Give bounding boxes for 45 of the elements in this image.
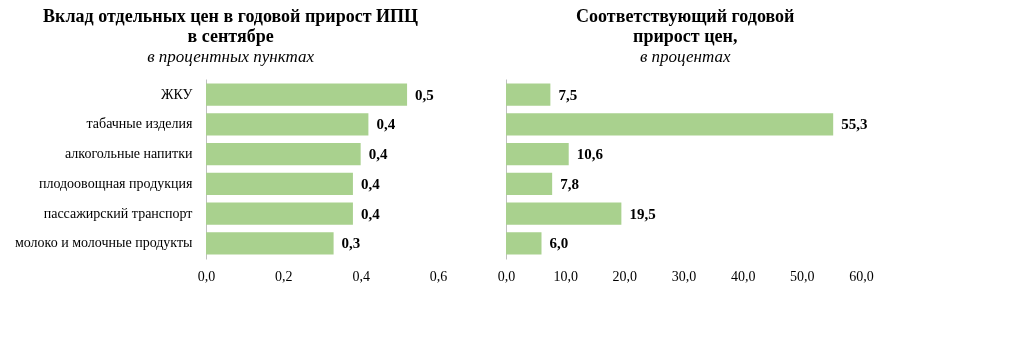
bar xyxy=(506,202,622,225)
bar xyxy=(206,142,361,166)
data-label: 7,8 xyxy=(560,175,579,192)
data-label: 19,5 xyxy=(629,205,656,222)
data-label: 55,3 xyxy=(841,116,868,133)
data-label: 0,4 xyxy=(360,205,381,222)
y-tick-label: ЖКУ xyxy=(160,86,193,102)
data-label: 0,5 xyxy=(415,86,434,103)
y-tick-label: пассажирский транспорт xyxy=(43,205,193,221)
y-tick-label: молоко и молочные продукты xyxy=(14,235,194,251)
data-label: 0,4 xyxy=(360,175,381,192)
bar xyxy=(206,113,369,136)
x-tick-label: 60,0 xyxy=(849,268,874,284)
y-tick-label: табачные изделия xyxy=(86,116,194,132)
data-label: 10,6 xyxy=(576,146,604,163)
x-tick-label: 0,0 xyxy=(497,268,516,284)
bar xyxy=(206,232,334,255)
x-tick-label: 40,0 xyxy=(730,268,756,284)
chart-subtitle: в процентах xyxy=(639,47,731,66)
data-label: 6,0 xyxy=(549,235,569,252)
x-tick-label: 0,6 xyxy=(429,268,448,284)
y-tick-label: алкогольные напитки xyxy=(64,146,193,162)
x-tick-label: 50,0 xyxy=(790,268,815,284)
data-label: 0,4 xyxy=(368,146,388,163)
chart-title: Соответствующий годовой прирост цен, xyxy=(576,6,795,46)
bar xyxy=(506,83,551,106)
x-tick-label: 20,0 xyxy=(612,268,638,284)
x-tick-label: 30,0 xyxy=(671,268,697,284)
x-tick-label: 0,4 xyxy=(352,268,370,284)
chart-subtitle: в процентных пунктах xyxy=(147,47,315,66)
x-tick-label: 0,2 xyxy=(275,268,293,284)
bar xyxy=(206,202,353,225)
bar xyxy=(506,232,542,255)
bar xyxy=(206,83,408,106)
data-label: 0,4 xyxy=(376,116,396,133)
data-label: 7,5 xyxy=(558,86,578,103)
chart-title: Вклад отдельных цен в годовой прирост ИПЦ в сентябре xyxy=(43,6,419,46)
y-tick-label: плодоовощная продукция xyxy=(38,175,194,191)
data-label: 0,3 xyxy=(341,235,361,252)
bar xyxy=(506,142,569,166)
bar xyxy=(506,113,834,136)
x-tick-label: 10,0 xyxy=(553,268,578,284)
bar xyxy=(206,172,353,196)
x-tick-label: 0,0 xyxy=(197,268,216,284)
bar xyxy=(506,172,553,196)
